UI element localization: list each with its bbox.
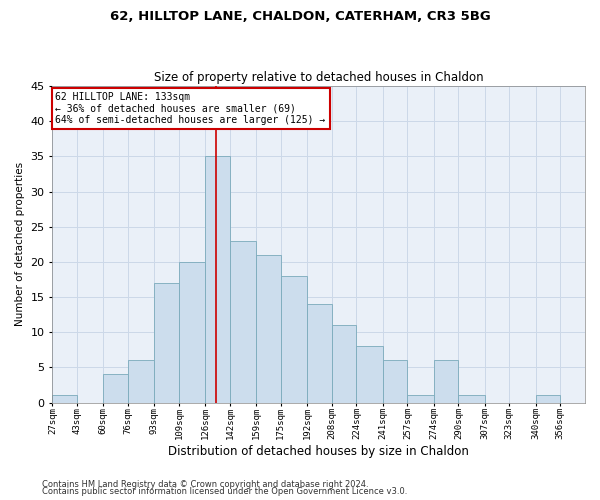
Bar bbox=[52, 396, 77, 402]
Bar bbox=[281, 276, 307, 402]
Bar bbox=[179, 262, 205, 402]
Bar bbox=[458, 396, 485, 402]
Bar bbox=[205, 156, 230, 402]
Bar bbox=[407, 396, 434, 402]
Bar bbox=[230, 241, 256, 402]
Bar bbox=[356, 346, 383, 403]
Y-axis label: Number of detached properties: Number of detached properties bbox=[15, 162, 25, 326]
Bar bbox=[128, 360, 154, 403]
Text: Contains HM Land Registry data © Crown copyright and database right 2024.: Contains HM Land Registry data © Crown c… bbox=[42, 480, 368, 489]
Bar bbox=[332, 325, 356, 402]
Bar bbox=[103, 374, 128, 402]
X-axis label: Distribution of detached houses by size in Chaldon: Distribution of detached houses by size … bbox=[168, 444, 469, 458]
Text: 62, HILLTOP LANE, CHALDON, CATERHAM, CR3 5BG: 62, HILLTOP LANE, CHALDON, CATERHAM, CR3… bbox=[110, 10, 490, 23]
Title: Size of property relative to detached houses in Chaldon: Size of property relative to detached ho… bbox=[154, 70, 484, 84]
Bar bbox=[434, 360, 458, 403]
Bar bbox=[256, 255, 281, 402]
Text: 62 HILLTOP LANE: 133sqm
← 36% of detached houses are smaller (69)
64% of semi-de: 62 HILLTOP LANE: 133sqm ← 36% of detache… bbox=[55, 92, 326, 125]
Bar bbox=[307, 304, 332, 402]
Text: Contains public sector information licensed under the Open Government Licence v3: Contains public sector information licen… bbox=[42, 487, 407, 496]
Bar bbox=[383, 360, 407, 403]
Bar bbox=[536, 396, 560, 402]
Bar bbox=[154, 283, 179, 403]
